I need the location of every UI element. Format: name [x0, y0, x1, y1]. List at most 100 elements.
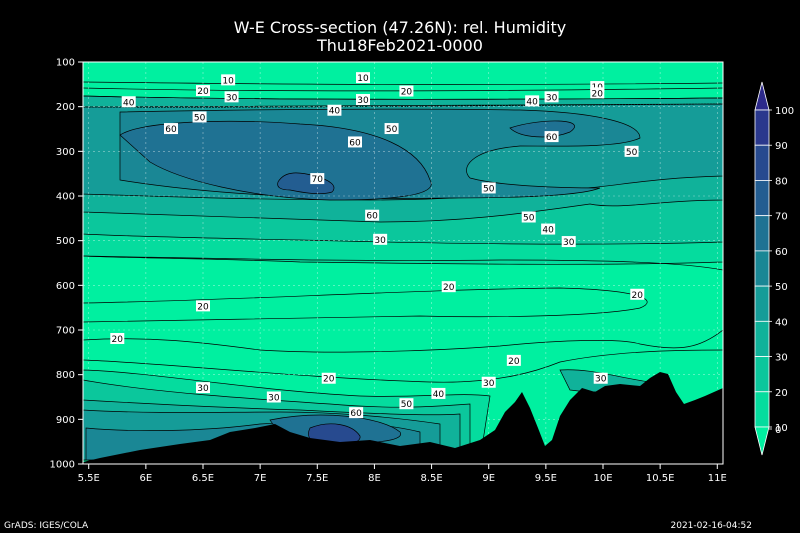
colorbar-label: 50	[775, 282, 788, 293]
contour-label: 20	[443, 283, 455, 293]
colorbar-swatch	[754, 215, 770, 252]
colorbar-label: 30	[775, 353, 788, 364]
contour-label: 20	[632, 291, 644, 301]
x-tick-label: 5.5E	[78, 473, 100, 484]
contour-label-bg	[544, 131, 559, 143]
contour-label-bg	[196, 382, 210, 394]
contour-label: 20	[112, 335, 124, 345]
contour-label-bg	[593, 372, 608, 384]
y-tick-label: 600	[56, 281, 75, 292]
contour-label: 50	[386, 125, 398, 135]
contour-label: 60	[349, 138, 361, 148]
chart-subtitle: Thu18Feb2021-0000	[316, 36, 483, 55]
contour-label: 50	[523, 213, 535, 223]
contour-label: 70	[312, 175, 324, 185]
contour-label-bg	[590, 87, 605, 99]
x-tick-label: 9.5E	[535, 473, 557, 484]
contour-label: 60	[366, 212, 378, 222]
y-tick-label: 1000	[50, 460, 75, 471]
contour-label: 40	[433, 390, 445, 400]
contour-line-20-upper	[83, 287, 648, 323]
colorbar-label: 80	[775, 176, 788, 187]
contour-label: 30	[595, 375, 607, 385]
colorbar-swatch	[754, 320, 770, 357]
plot-frame	[82, 61, 724, 465]
contour-label-bg	[506, 354, 521, 366]
contour-label-bg	[349, 407, 364, 419]
contour-label: 30	[197, 384, 209, 394]
contour-label-bg	[221, 74, 236, 86]
colorbar-swatch	[754, 180, 770, 217]
contour-label-bg	[624, 145, 639, 157]
x-tick-label: 7E	[254, 473, 267, 484]
colorbar-label: 90	[775, 141, 788, 152]
contour-label: 20	[592, 89, 604, 99]
y-tick-label: 500	[56, 236, 75, 247]
contour-label: 50	[194, 113, 206, 123]
colorbar: 010 20 30 40 50 60 70 80 90 100	[754, 81, 794, 456]
footer-left: GrADS: IGES/COLA	[4, 521, 89, 531]
colorbar-label: 40	[775, 317, 788, 328]
contour-line-30-lower	[83, 255, 723, 271]
contour-label: 50	[483, 184, 495, 194]
colorbar-top-arrow	[754, 81, 770, 111]
contour-label: 20	[508, 357, 520, 367]
x-axis: 5.5E 6E 6.5E 7E 7.5E 8E 8.5E 9E 9.5E 10E 10.5E 11E	[78, 464, 727, 484]
x-tick-label: 10.5E	[646, 473, 675, 484]
plot-area	[83, 62, 723, 464]
contour-label-bg	[356, 94, 370, 106]
contour-label: 60	[546, 133, 558, 143]
contour-label-bg	[224, 91, 239, 103]
contour-label: 10	[222, 76, 234, 86]
contour-label: 30	[357, 96, 369, 106]
x-tick-label: 10E	[593, 473, 612, 484]
contour-label: 50	[626, 148, 638, 158]
contour-labels: 1010102020203030304040405050506060607050…	[110, 72, 645, 419]
contour-label: 60	[350, 409, 362, 419]
colorbar-swatch	[754, 356, 770, 393]
contour-label-bg	[164, 123, 178, 135]
contour-label: 60	[165, 125, 177, 135]
x-tick-label: 6E	[140, 473, 153, 484]
chart-title: W-E Cross-section (47.26N): rel. Humidit…	[234, 18, 566, 37]
contour-label-bg	[266, 391, 281, 403]
contour-label-bg	[373, 233, 388, 245]
contour-label-bg	[384, 123, 399, 135]
contour-line-10-top	[83, 81, 723, 85]
contour-label-bg	[356, 72, 370, 84]
contour-label-bg	[399, 85, 414, 97]
contour-label-bg	[399, 398, 414, 410]
contour-label: 30	[226, 93, 238, 103]
contour-label: 30	[268, 394, 280, 404]
contour-label-bg	[110, 332, 125, 344]
contour-line-20-lower	[83, 349, 723, 383]
contour-label-bg	[590, 81, 605, 93]
x-tick-label: 6.5E	[192, 473, 214, 484]
x-tick-label: 8.5E	[420, 473, 442, 484]
colorbar-label: 60	[775, 247, 788, 258]
contour-label-bg	[192, 111, 207, 123]
contour-label: 40	[329, 107, 341, 117]
contour-label: 20	[197, 302, 209, 312]
contour-label-bg	[365, 209, 380, 221]
y-tick-label: 800	[56, 370, 75, 381]
contour-label: 40	[526, 97, 538, 107]
y-tick-label: 400	[56, 192, 75, 203]
contour-line-20-low	[83, 329, 723, 353]
y-tick-label: 900	[56, 415, 75, 426]
contour-label: 30	[483, 379, 495, 389]
contour-label-bg	[525, 95, 540, 107]
contour-label-bg	[561, 236, 576, 248]
contour-label-bg	[327, 104, 342, 116]
colorbar-label: 10	[775, 423, 788, 434]
contour-label: 30	[374, 236, 386, 246]
contour-line-20-top	[83, 87, 723, 92]
y-tick-label: 700	[56, 326, 75, 337]
contour-label: 40	[123, 98, 135, 108]
contour-label: 50	[401, 400, 413, 410]
contour-label-bg	[481, 182, 496, 194]
x-tick-label: 11E	[708, 473, 727, 484]
contour-label-bg	[630, 288, 645, 300]
y-tick-label: 300	[56, 147, 75, 158]
